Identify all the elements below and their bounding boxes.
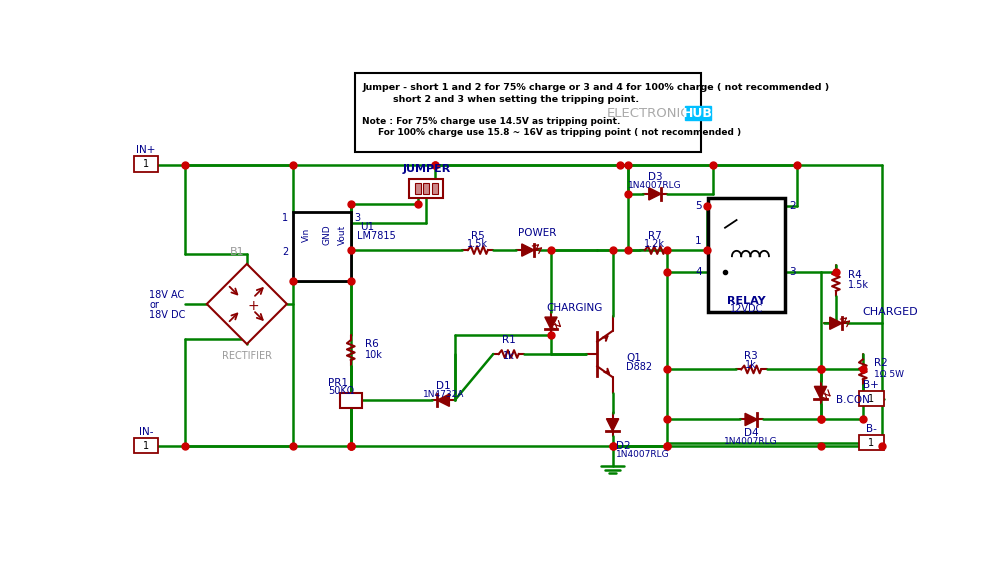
Text: R2: R2	[874, 358, 887, 368]
Text: ELECTRONICS: ELECTRONICS	[606, 107, 698, 119]
Polygon shape	[745, 414, 757, 426]
Text: R3: R3	[744, 351, 758, 361]
Text: 1: 1	[868, 438, 874, 448]
Text: RECTIFIER: RECTIFIER	[222, 351, 272, 361]
Text: 1k: 1k	[503, 351, 515, 361]
Polygon shape	[830, 317, 842, 329]
Text: 5: 5	[695, 201, 702, 211]
Text: D3: D3	[648, 172, 662, 182]
Text: D2: D2	[616, 441, 631, 452]
Bar	[685, 106, 711, 120]
Text: JUMPER: JUMPER	[402, 164, 450, 174]
Text: 1: 1	[282, 213, 288, 223]
Text: or: or	[149, 300, 159, 310]
Text: RELAY: RELAY	[727, 296, 766, 306]
Text: D4: D4	[744, 429, 759, 438]
Text: B-: B-	[866, 425, 877, 434]
Text: 1N4007RLG: 1N4007RLG	[628, 181, 682, 190]
Text: 1.5k: 1.5k	[467, 239, 488, 249]
Text: R6: R6	[365, 339, 378, 349]
Bar	[415, 183, 421, 194]
Text: 1.2k: 1.2k	[644, 239, 665, 249]
Text: Vout: Vout	[338, 225, 347, 245]
Bar	[340, 392, 362, 408]
Text: 1: 1	[695, 236, 702, 246]
Text: 1: 1	[143, 441, 149, 450]
Text: R7: R7	[648, 231, 662, 241]
Text: 1: 1	[143, 159, 149, 169]
Text: IN-: IN-	[139, 427, 153, 437]
Text: HUB: HUB	[683, 107, 713, 119]
Bar	[423, 183, 429, 194]
Bar	[134, 156, 158, 172]
Text: 4: 4	[695, 267, 702, 276]
Bar	[293, 211, 351, 281]
Text: Note : For 75% charge use 14.5V as tripping point.: Note : For 75% charge use 14.5V as tripp…	[362, 117, 621, 126]
Text: U1: U1	[360, 222, 374, 232]
Polygon shape	[545, 317, 557, 329]
Polygon shape	[437, 394, 449, 407]
Text: 3: 3	[711, 106, 717, 115]
Bar	[708, 199, 785, 312]
Text: 18V AC: 18V AC	[149, 290, 184, 300]
Text: 18V DC: 18V DC	[149, 310, 185, 320]
Text: 3: 3	[789, 267, 796, 276]
Text: For 100% charge use 15.8 ~ 16V as tripping point ( not recommended ): For 100% charge use 15.8 ~ 16V as trippi…	[378, 128, 741, 137]
Text: CHARGING: CHARGING	[546, 303, 602, 313]
Text: D1: D1	[436, 381, 451, 391]
Text: 1: 1	[868, 393, 874, 404]
Text: short 2 and 3 when setting the tripping point.: short 2 and 3 when setting the tripping …	[393, 95, 639, 104]
Bar	[859, 391, 884, 407]
Text: CHARGED: CHARGED	[863, 306, 918, 317]
Text: B1: B1	[230, 247, 245, 257]
Text: 2: 2	[282, 247, 288, 257]
Text: R1: R1	[502, 335, 516, 345]
Text: B.CON: B.CON	[836, 395, 870, 406]
Polygon shape	[207, 264, 287, 344]
Polygon shape	[649, 188, 661, 200]
Text: PR1: PR1	[328, 378, 348, 388]
Bar	[355, 73, 701, 152]
Text: 1.5k: 1.5k	[848, 281, 869, 290]
Text: 1N4007RLG: 1N4007RLG	[616, 450, 670, 458]
Text: 12VDC: 12VDC	[730, 304, 763, 314]
Text: 3: 3	[354, 213, 360, 223]
Text: 10k: 10k	[365, 350, 383, 360]
Text: R5: R5	[471, 231, 485, 241]
Text: Q1: Q1	[626, 353, 641, 363]
Text: R4: R4	[848, 270, 862, 280]
Polygon shape	[814, 386, 827, 399]
Polygon shape	[606, 419, 619, 431]
Text: +: +	[247, 300, 259, 313]
Bar	[409, 179, 443, 198]
Text: Vin: Vin	[302, 228, 311, 242]
Text: D882: D882	[626, 362, 653, 372]
Text: B+: B+	[863, 380, 879, 390]
Bar	[859, 435, 884, 450]
Text: 50KΩ: 50KΩ	[328, 386, 354, 396]
Text: 1k: 1k	[745, 360, 757, 370]
Text: 2: 2	[789, 201, 796, 211]
Text: LM7815: LM7815	[357, 231, 396, 241]
Text: Jumper - short 1 and 2 for 75% charge or 3 and 4 for 100% charge ( not recommend: Jumper - short 1 and 2 for 75% charge or…	[362, 83, 830, 92]
Text: 1N4007RLG: 1N4007RLG	[724, 437, 778, 445]
Bar	[134, 438, 158, 453]
Bar	[432, 183, 438, 194]
Polygon shape	[522, 244, 534, 256]
Text: 1N4732A: 1N4732A	[423, 389, 464, 399]
Text: GND: GND	[322, 225, 331, 245]
Text: 1Ω 5W: 1Ω 5W	[874, 370, 904, 378]
Text: IN+: IN+	[136, 145, 156, 155]
Text: POWER: POWER	[518, 228, 556, 238]
